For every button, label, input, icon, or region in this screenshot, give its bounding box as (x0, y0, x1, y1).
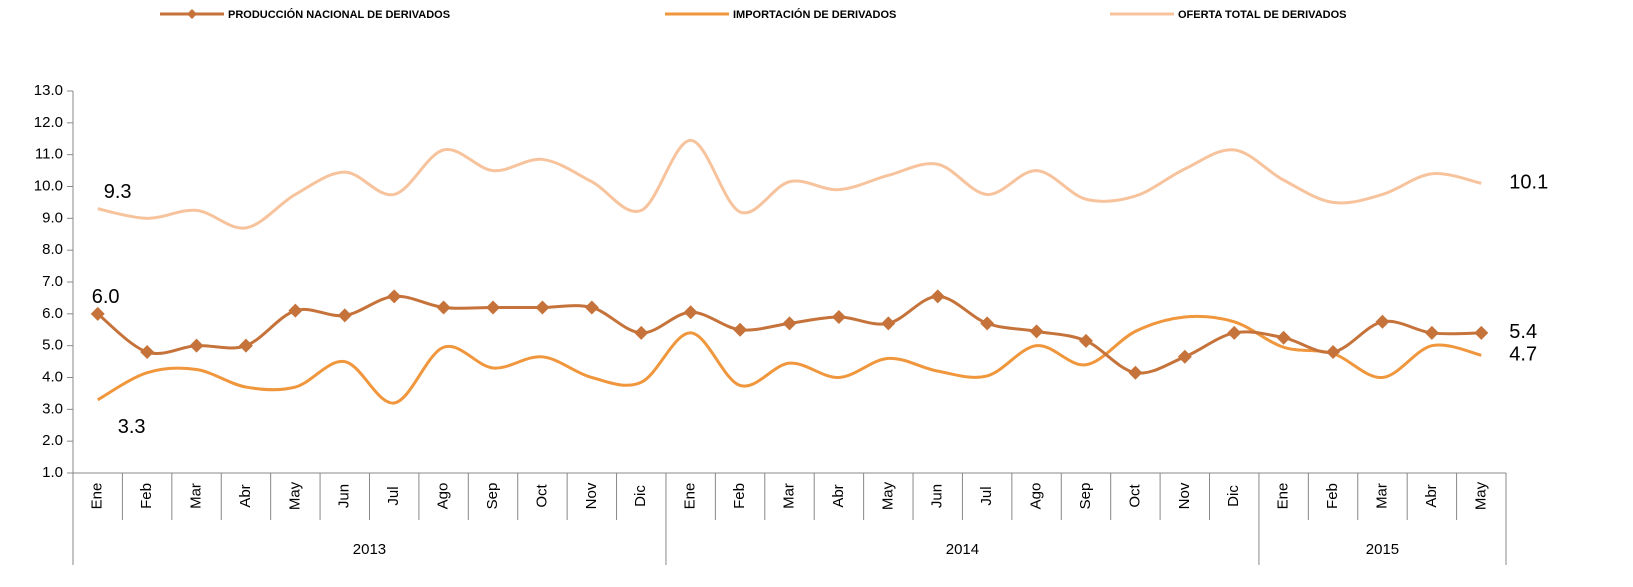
y-tick-label: 8.0 (42, 241, 63, 258)
x-tick-label: May (286, 481, 303, 510)
x-tick-label: Ene (682, 483, 699, 510)
legend-marker (187, 9, 197, 19)
x-tick-label: Dic (1225, 485, 1242, 507)
marker (486, 300, 501, 315)
y-tick-label: 11.0 (35, 146, 63, 163)
marker (288, 303, 303, 318)
x-tick-label: Nov (583, 482, 600, 509)
legend-label: OFERTA TOTAL DE DERIVADOS (1178, 9, 1346, 21)
marker (831, 310, 846, 325)
y-tick-label: 3.0 (42, 400, 63, 417)
x-tick-label: Jun (929, 484, 946, 508)
x-tick-label: Mar (1373, 483, 1390, 509)
marker (1177, 349, 1192, 364)
x-tick-label: Jul (978, 486, 995, 505)
data-label: 9.3 (104, 181, 132, 203)
marker (1424, 325, 1439, 340)
marker (387, 289, 402, 304)
data-label: 6.0 (92, 286, 120, 308)
x-tick-label: Mar (780, 483, 797, 509)
x-tick-label: Ago (435, 483, 452, 510)
marker (238, 338, 253, 353)
marker (1029, 324, 1044, 339)
marker (584, 300, 599, 315)
x-tick-label: Sep (484, 483, 501, 510)
series-line (96, 294, 1482, 375)
marker (930, 289, 945, 304)
series-line (96, 314, 1482, 405)
marker (1128, 365, 1143, 380)
marker (733, 322, 748, 337)
marker (535, 300, 550, 315)
y-tick-label: 5.0 (42, 337, 63, 354)
x-tick-label: Feb (731, 483, 748, 509)
marker (782, 316, 797, 331)
x-tick-label: Nov (1176, 482, 1193, 509)
x-tick-label: Abr (237, 484, 254, 507)
x-tick-label: Oct (1126, 484, 1143, 508)
x-tick-label: Jun (336, 484, 353, 508)
x-tick-label: Jul (385, 486, 402, 505)
y-tick-label: 13.0 (34, 82, 63, 99)
y-tick-label: 6.0 (42, 305, 63, 322)
y-tick-label: 4.0 (42, 368, 63, 385)
group-label: 2014 (946, 541, 979, 558)
marker (634, 325, 649, 340)
x-tick-label: Feb (138, 483, 155, 509)
legend-label: IMPORTACIÓN DE DERIVADOS (733, 8, 896, 21)
x-tick-label: Dic (632, 485, 649, 507)
x-tick-label: Mar (188, 483, 205, 509)
marker (980, 316, 995, 331)
marker (337, 308, 352, 323)
x-tick-label: Ene (1275, 483, 1292, 510)
group-label: 2013 (353, 541, 386, 558)
x-tick-label: Abr (1423, 484, 1440, 507)
marker (436, 300, 451, 315)
y-tick-label: 1.0 (42, 464, 63, 481)
x-tick-label: Ago (1028, 483, 1045, 510)
y-tick-label: 12.0 (34, 114, 63, 131)
marker (881, 316, 896, 331)
marker (1326, 345, 1341, 360)
x-tick-label: May (879, 481, 896, 510)
x-tick-label: Abr (830, 484, 847, 507)
marker (683, 305, 698, 320)
marker (140, 345, 155, 360)
data-label: 10.1 (1509, 172, 1548, 194)
marker (90, 306, 105, 321)
data-label: 3.3 (118, 416, 146, 438)
x-tick-label: May (1472, 481, 1489, 510)
marker (1276, 330, 1291, 345)
y-tick-label: 9.0 (42, 209, 63, 226)
marker (1375, 314, 1390, 329)
y-tick-label: 10.0 (34, 177, 63, 194)
marker (1078, 333, 1093, 348)
x-tick-label: Oct (533, 484, 550, 508)
data-label: 4.7 (1509, 343, 1537, 365)
marker (1227, 325, 1242, 340)
marker (189, 338, 204, 353)
legend-label: PRODUCCIÓN NACIONAL DE DERIVADOS (228, 8, 450, 21)
marker (1474, 325, 1489, 340)
data-label: 5.4 (1509, 321, 1537, 343)
y-tick-label: 7.0 (42, 273, 63, 290)
x-tick-label: Feb (1324, 483, 1341, 509)
x-tick-label: Sep (1077, 483, 1094, 510)
y-tick-label: 2.0 (42, 432, 63, 449)
series-line (97, 138, 1482, 230)
x-tick-label: Ene (89, 483, 106, 510)
group-label: 2015 (1366, 541, 1399, 558)
